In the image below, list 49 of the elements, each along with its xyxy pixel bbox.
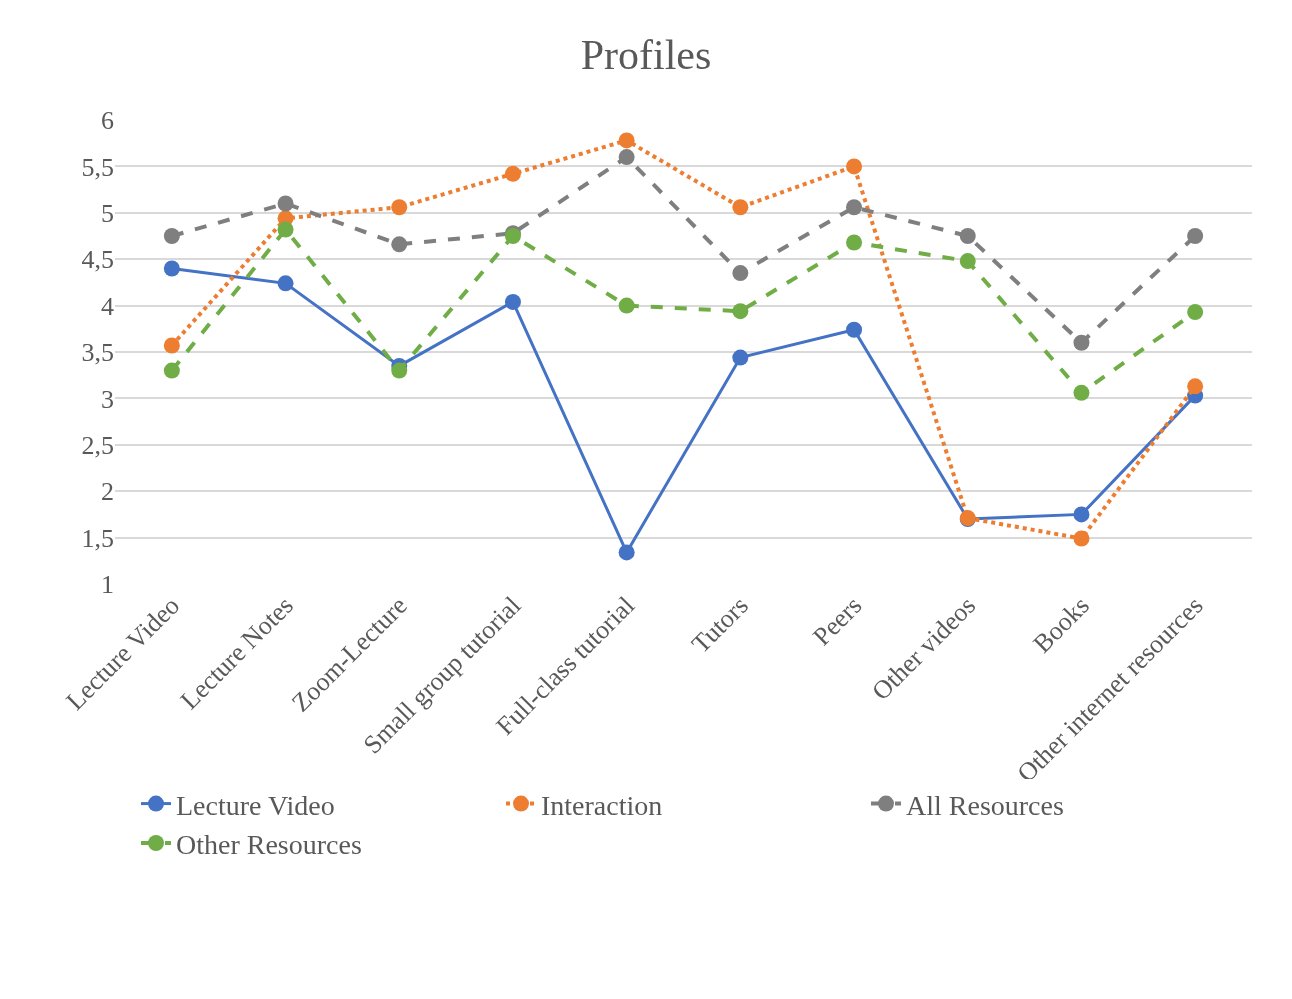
point xyxy=(1187,378,1204,395)
point xyxy=(732,199,749,216)
point xyxy=(959,253,976,270)
point xyxy=(504,165,521,182)
point xyxy=(391,199,408,216)
y-tick-label: 1,5 xyxy=(81,523,114,553)
point xyxy=(618,544,635,561)
point xyxy=(1187,304,1204,321)
point xyxy=(277,275,294,292)
point xyxy=(846,199,863,216)
y-tick-label: 2,5 xyxy=(81,430,114,460)
point xyxy=(846,234,863,251)
point xyxy=(846,158,863,175)
point xyxy=(504,293,521,310)
legend-label: All Resources xyxy=(906,789,1064,821)
point xyxy=(163,337,180,354)
point xyxy=(732,303,749,320)
y-tick-label: 4,5 xyxy=(81,245,114,275)
point xyxy=(163,362,180,379)
y-tick-label: 4 xyxy=(101,291,114,321)
point xyxy=(618,132,635,149)
y-tick-label: 3 xyxy=(101,384,114,414)
point xyxy=(959,228,976,244)
chart-title: Profiles xyxy=(580,32,712,79)
y-tick-label: 5,5 xyxy=(81,152,114,182)
point xyxy=(163,260,180,277)
y-tick-label: 1 xyxy=(101,570,114,600)
point xyxy=(1187,228,1204,244)
point xyxy=(846,321,863,338)
y-tick-label: 2 xyxy=(101,477,114,507)
point xyxy=(1073,334,1090,351)
point xyxy=(277,221,294,238)
y-tick-label: 6 xyxy=(101,106,114,136)
y-tick-label: 3,5 xyxy=(81,338,114,368)
point xyxy=(1073,530,1090,547)
point xyxy=(732,349,749,366)
legend-label: Other Resources xyxy=(176,828,362,860)
y-tick-label: 5 xyxy=(101,198,114,228)
legend-label: Interaction xyxy=(541,789,663,821)
point xyxy=(618,297,635,314)
point xyxy=(391,362,408,379)
point xyxy=(732,265,749,282)
legend-label: Lecture Video xyxy=(176,789,335,821)
point xyxy=(277,195,294,212)
point xyxy=(1073,384,1090,401)
point xyxy=(163,228,180,244)
point xyxy=(391,236,408,253)
point xyxy=(618,149,635,166)
point xyxy=(1073,506,1090,523)
